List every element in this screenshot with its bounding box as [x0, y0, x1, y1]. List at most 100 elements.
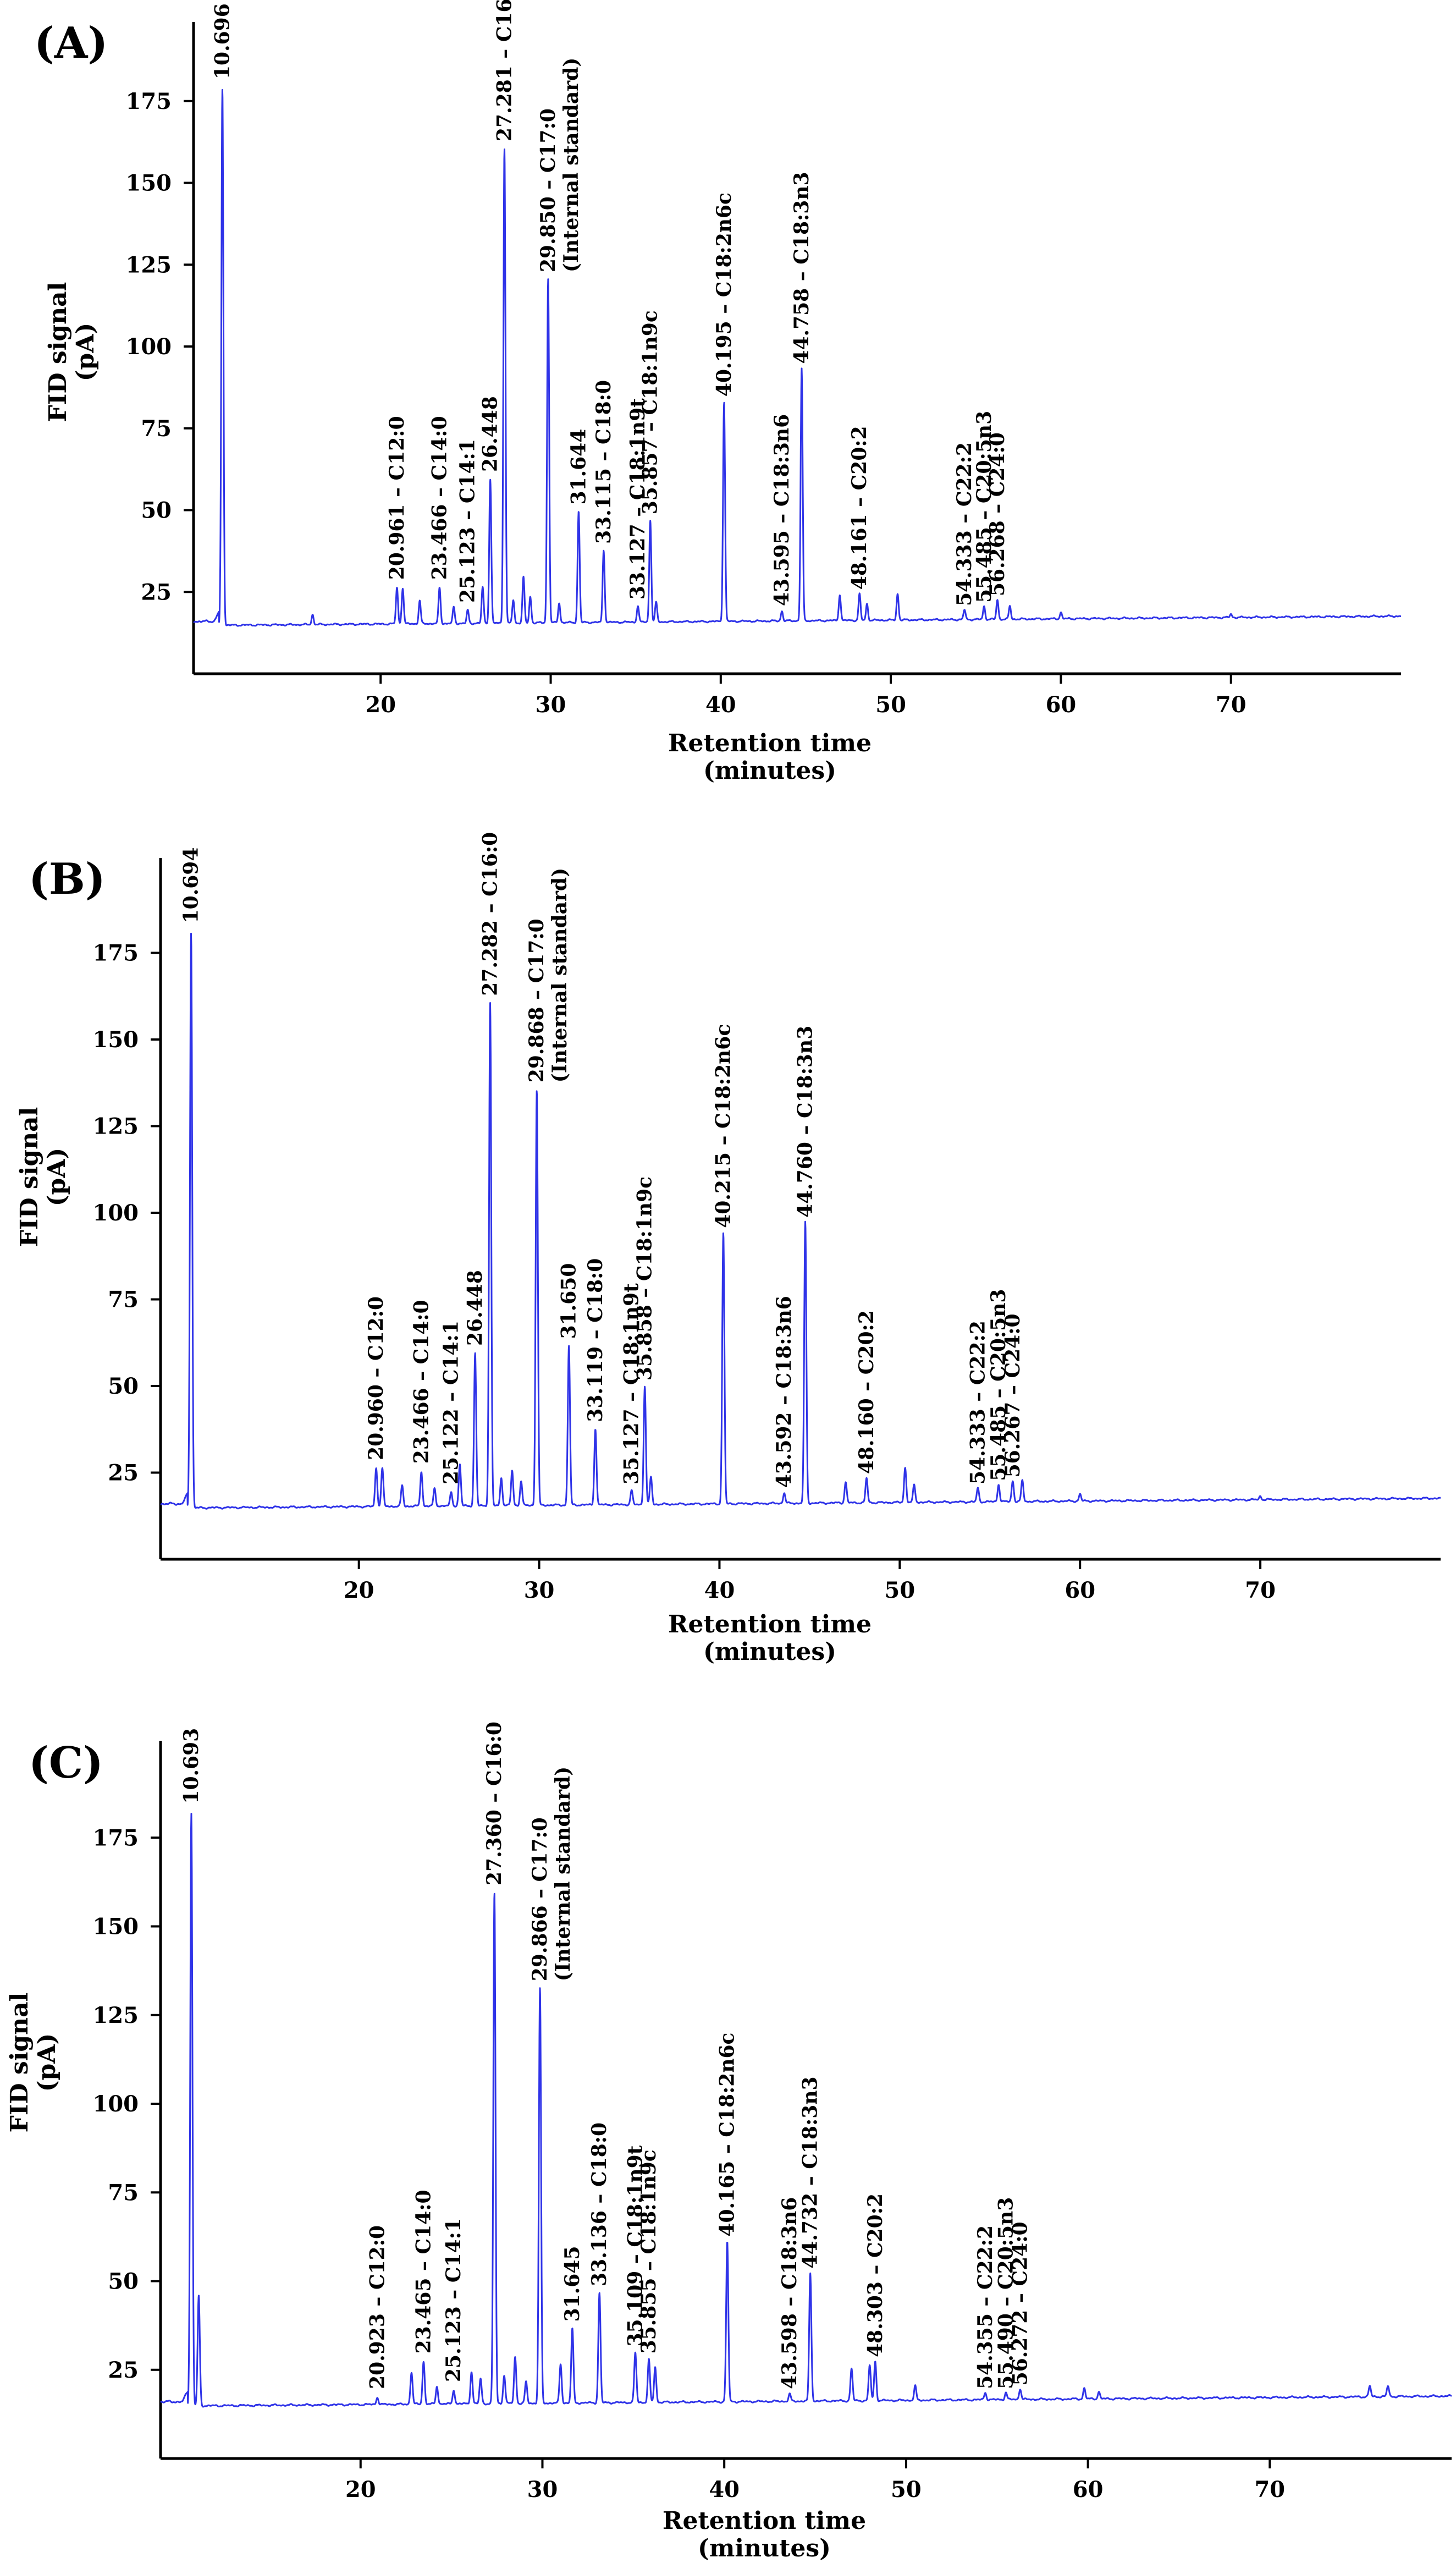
y-tick-label: 50: [108, 2269, 139, 2295]
y-axis-unit: (pA): [71, 323, 100, 382]
peak-label: 40.195 – C18:2n6c: [713, 193, 736, 397]
peak-label: 10.693: [180, 1728, 203, 1804]
chromatogram-trace: [160, 1813, 1452, 2408]
y-tick-label: 25: [108, 1460, 139, 1486]
x-tick-label: 30: [527, 2477, 558, 2502]
chromatogram-trace: [159, 932, 1442, 1510]
y-tick-label: 100: [93, 1200, 139, 1226]
y-tick-label: 125: [126, 252, 172, 278]
peak-label: 10.694: [180, 848, 203, 923]
peak-label: 56.268 – C24:0: [986, 432, 1009, 596]
peak-label: 54.333 – C22:2: [966, 1321, 989, 1484]
peak-label: 20.923 – C12:0: [366, 2225, 389, 2389]
x-tick-label: 50: [891, 2477, 922, 2502]
peak-label: 33.127 – C18:1n9t: [626, 398, 649, 600]
x-axis-unit: (minutes): [703, 1638, 836, 1666]
peak-label: 27.281 – C16:0: [493, 0, 516, 141]
peak-label: 48.161 – C20:2: [848, 426, 871, 590]
y-axis-title: FID signal: [44, 282, 72, 422]
y-axis-title: FID signal: [15, 1107, 43, 1247]
y-tick-label: 150: [93, 1914, 139, 1940]
peak-label-note: (Internal standard): [551, 1767, 575, 1981]
peak-label: 54.333 – C22:2: [953, 442, 976, 606]
x-tick-label: 70: [1254, 2477, 1285, 2502]
x-axis-title: Retention time: [668, 729, 872, 757]
peak-label: 23.466 – C14:0: [410, 1300, 433, 1464]
y-tick-label: 175: [126, 89, 172, 114]
panel-letter: (A): [34, 18, 108, 68]
peak-label: 43.595 – C18:3n6: [770, 414, 793, 606]
x-tick-label: 50: [875, 692, 906, 718]
peak-label: 40.165 – C18:2n6c: [716, 2033, 739, 2237]
x-tick-label: 20: [365, 692, 396, 718]
y-tick-label: 125: [93, 1114, 139, 1140]
chromatogram-trace: [192, 89, 1402, 627]
tick-group: 20 30 40 50 60 70 25 50 75 100 125 150 175: [93, 941, 1276, 1604]
peak-label: 25.122 – C14:1: [440, 1321, 463, 1484]
peak-label: 31.650: [558, 1263, 581, 1339]
y-tick-label: 100: [126, 334, 172, 360]
x-tick-label: 60: [1046, 692, 1077, 718]
chromatogram-panel-a: (A) FID signal (pA) 20 30 40 50 60 70 25 50 75 10…: [34, 0, 1402, 785]
x-tick-label: 40: [709, 2477, 740, 2502]
y-tick-label: 150: [93, 1027, 139, 1053]
peak-label: 48.160 – C20:2: [855, 1310, 878, 1474]
peak-label: 31.645: [561, 2246, 584, 2322]
y-tick-label: 175: [93, 1825, 139, 1851]
peak-label: 44.760 – C18:3n3: [794, 1026, 817, 1218]
peak-label-note: (Internal standard): [560, 58, 583, 272]
x-tick-label: 40: [704, 1577, 735, 1603]
peak-label: 43.592 – C18:3n6: [773, 1296, 796, 1488]
peak-label: 35.858 – C18:1n9c: [633, 1176, 657, 1380]
y-tick-label: 25: [141, 579, 172, 605]
peak-label-group: 10.696 20.961 – C12:0 23.466 – C14:0 25.123…: [211, 0, 1010, 606]
x-tick-label: 60: [1065, 1577, 1095, 1603]
peak-label-group: 10.693 20.923 – C12:0 23.465 – C14:0 25.123…: [180, 1722, 1032, 2389]
panel-letter: (B): [29, 854, 106, 904]
peak-label: 40.215 – C18:2n6c: [712, 1024, 735, 1228]
peak-label: 26.448: [479, 396, 502, 472]
peak-label: 25.123 – C14:1: [442, 2218, 465, 2382]
x-axis-title: Retention time: [668, 1610, 872, 1638]
peak-label: 35.127 – C18:1n9t: [620, 1283, 643, 1484]
y-tick-label: 75: [108, 1287, 139, 1313]
y-tick-label: 150: [126, 170, 172, 196]
peak-label-note: (Internal standard): [548, 868, 571, 1082]
y-axis-unit: (pA): [43, 1148, 71, 1207]
tick-group: 20 30 40 50 60 70 25 50 75 100 125 150 175: [126, 89, 1247, 718]
peak-label: 23.465 – C14:0: [412, 2190, 435, 2353]
peak-label: 35.857 – C18:1n9c: [639, 310, 662, 514]
peak-label: 35.855 – C18:1n9c: [637, 2149, 660, 2353]
peak-label: 10.696: [211, 3, 234, 79]
x-axis-title: Retention time: [663, 2507, 866, 2535]
peak-label: 56.267 – C24:0: [1001, 1313, 1024, 1477]
x-axis-unit: (minutes): [698, 2534, 831, 2562]
x-axis-unit: (minutes): [703, 757, 836, 785]
peak-label: 25.123 – C14:1: [456, 439, 479, 603]
x-tick-label: 70: [1245, 1577, 1276, 1603]
x-tick-label: 50: [885, 1577, 915, 1603]
y-tick-label: 100: [93, 2091, 139, 2117]
x-tick-label: 30: [524, 1577, 555, 1603]
peak-label: 48.303 – C20:2: [864, 2193, 887, 2357]
peak-label: 29.866 – C17:0: [528, 1817, 551, 1981]
peak-label: 20.961 – C12:0: [385, 416, 409, 580]
peak-label: 35.109 – C18:1n9t: [624, 2145, 647, 2346]
x-tick-label: 70: [1216, 692, 1247, 718]
peak-label: 29.850 – C17:0: [537, 108, 560, 272]
peak-label: 44.732 – C18:3n3: [799, 2076, 822, 2268]
peak-label: 55.485 – C20:5n3: [973, 411, 996, 603]
y-tick-label: 175: [93, 941, 139, 966]
x-tick-label: 40: [705, 692, 736, 718]
peak-label: 44.758 – C18:3n3: [790, 172, 813, 364]
x-tick-label: 20: [344, 1577, 374, 1603]
peak-label: 33.136 – C18:0: [588, 2122, 611, 2286]
peak-label: 31.644: [567, 429, 590, 505]
y-tick-label: 25: [108, 2357, 139, 2383]
y-tick-label: 125: [93, 2003, 139, 2028]
peak-label-group: 10.694 20.960 – C12:0 23.466 – C14:0 25.122…: [180, 832, 1024, 1488]
panel-letter: (C): [29, 1738, 103, 1788]
peak-label: 23.466 – C14:0: [428, 416, 451, 580]
tick-group: 20 30 40 50 60 70 25 50 75 100 125 150 175: [93, 1825, 1286, 2502]
peak-label: 27.360 – C16:0: [483, 1722, 506, 1885]
